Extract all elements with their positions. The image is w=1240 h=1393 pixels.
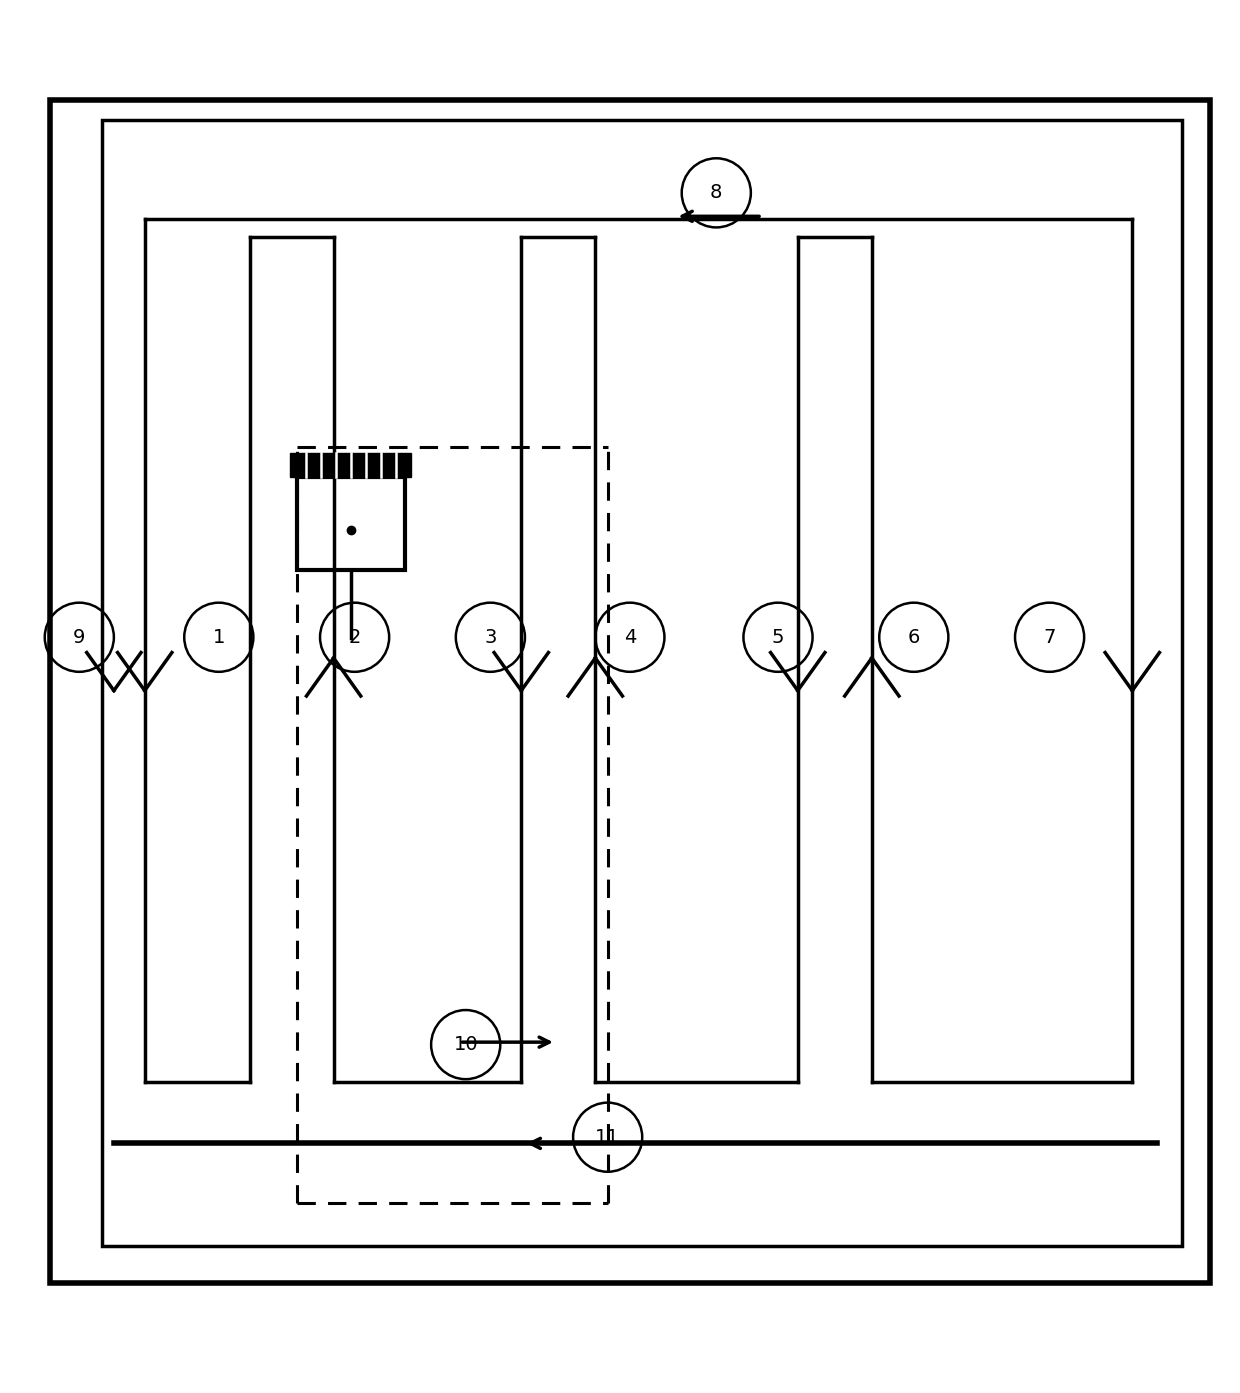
Text: 1: 1 bbox=[212, 628, 224, 646]
Text: 5: 5 bbox=[771, 628, 784, 646]
Text: 9: 9 bbox=[73, 628, 86, 646]
Text: 2: 2 bbox=[348, 628, 361, 646]
Text: 10: 10 bbox=[454, 1035, 477, 1055]
Bar bbox=[102, 120, 1182, 1245]
Text: 7: 7 bbox=[1043, 628, 1055, 646]
Text: 3: 3 bbox=[484, 628, 496, 646]
Text: 4: 4 bbox=[624, 628, 636, 646]
Text: 11: 11 bbox=[595, 1128, 620, 1146]
Text: 8: 8 bbox=[711, 184, 723, 202]
Text: 6: 6 bbox=[908, 628, 920, 646]
Bar bbox=[290, 453, 412, 478]
Bar bbox=[296, 478, 405, 570]
